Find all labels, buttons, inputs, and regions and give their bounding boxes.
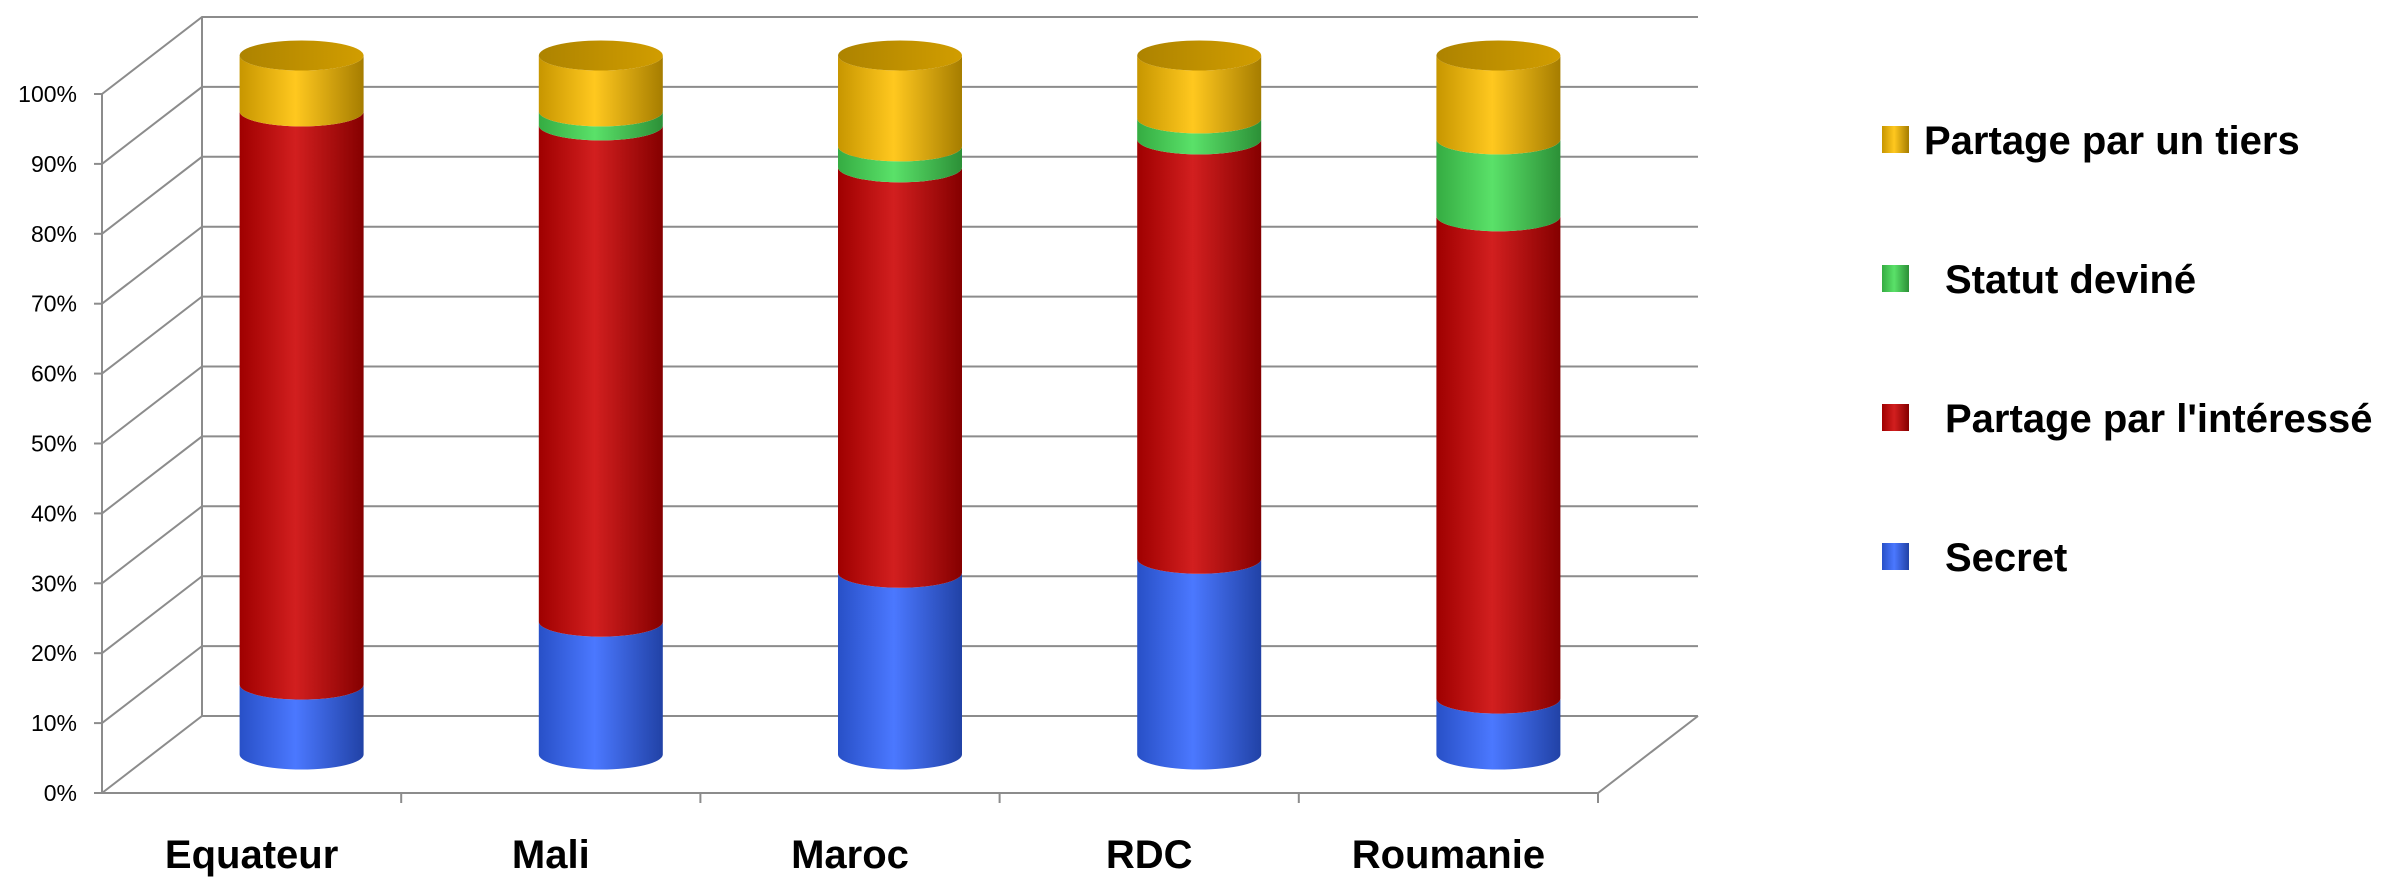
bar-top-cap-rdc bbox=[1137, 40, 1262, 71]
bar-segment-rdc-partage-par-l-interesse bbox=[1137, 139, 1262, 574]
legend-item-partage-par-un-tiers: Partage par un tiers bbox=[1882, 119, 2300, 163]
legend-label: Statut deviné bbox=[1945, 258, 2196, 302]
legend-swatch bbox=[1882, 543, 1909, 570]
legend-item-statut-devine: Statut deviné bbox=[1882, 258, 2196, 302]
bar-segment-rdc-statut-devine bbox=[1137, 118, 1262, 155]
bar-maroc bbox=[838, 40, 962, 770]
bar-segment-roumanie-partage-par-un-tiers bbox=[1436, 55, 1561, 155]
category-label-roumanie: Roumanie bbox=[1352, 833, 1545, 877]
bar-segment-roumanie-partage-par-l-interesse bbox=[1436, 216, 1561, 714]
bar-segment-maroc-statut-devine bbox=[838, 146, 962, 183]
x-axis-category-labels: Equateur Mali Maroc RDC Roumanie bbox=[165, 833, 1545, 877]
bar-segment-rdc-partage-par-un-tiers bbox=[1137, 55, 1262, 134]
bars bbox=[239, 40, 1561, 770]
y-tick-label: 0% bbox=[44, 780, 77, 806]
legend-label: Secret bbox=[1945, 536, 2067, 580]
legend-label: Partage par l'intéressé bbox=[1945, 397, 2373, 441]
bar-segment-mali-statut-devine bbox=[538, 111, 663, 141]
legend-item-secret: Secret bbox=[1882, 536, 2067, 580]
y-tick-label: 70% bbox=[31, 291, 77, 317]
y-tick-label: 100% bbox=[18, 81, 77, 107]
bar-segment-equateur-partage-par-un-tiers bbox=[239, 55, 364, 127]
bar-segment-equateur-secret bbox=[239, 684, 364, 770]
category-label-mali: Mali bbox=[512, 833, 590, 877]
bar-segment-rdc-secret bbox=[1137, 558, 1262, 770]
bar-segment-maroc-secret bbox=[838, 572, 962, 770]
bar-segment-mali-partage-par-un-tiers bbox=[538, 55, 663, 127]
bar-segment-maroc-partage-par-un-tiers bbox=[838, 55, 962, 162]
y-tick-label: 20% bbox=[31, 640, 77, 666]
y-tick-label: 60% bbox=[31, 361, 77, 387]
bar-segment-mali-secret bbox=[538, 621, 663, 770]
y-tick-label: 90% bbox=[31, 151, 77, 177]
bar-top-cap-equateur bbox=[239, 40, 364, 71]
legend-swatch bbox=[1882, 126, 1909, 153]
bar-segment-mali-partage-par-l-interesse bbox=[538, 125, 663, 637]
legend-swatch bbox=[1882, 265, 1909, 292]
legend-label: Partage par un tiers bbox=[1924, 119, 2300, 163]
bar-mali bbox=[538, 40, 663, 770]
bar-top-cap-maroc bbox=[838, 40, 962, 71]
y-tick-label: 30% bbox=[31, 570, 77, 596]
bar-rdc bbox=[1137, 40, 1262, 770]
bar-segment-roumanie-statut-devine bbox=[1436, 139, 1561, 232]
y-tick-label: 10% bbox=[31, 710, 77, 736]
category-label-maroc: Maroc bbox=[791, 833, 909, 877]
bar-top-cap-mali bbox=[538, 40, 663, 71]
legend: Partage par un tiers Statut deviné Partage… bbox=[1882, 119, 2373, 580]
bar-segment-roumanie-secret bbox=[1436, 698, 1561, 770]
bar-equateur bbox=[239, 40, 364, 770]
y-tick-label: 80% bbox=[31, 221, 77, 247]
bar-segment-maroc-partage-par-l-interesse bbox=[838, 167, 962, 588]
y-axis-tick-labels: 0% 10% 20% 30% 40% 50% 60% 70% 80% 90% 100% bbox=[18, 81, 77, 806]
legend-swatch bbox=[1882, 404, 1909, 431]
bar-top-cap-roumanie bbox=[1436, 40, 1561, 71]
y-tick-label: 40% bbox=[31, 500, 77, 526]
y-tick-label: 50% bbox=[31, 431, 77, 457]
category-label-rdc: RDC bbox=[1106, 833, 1193, 877]
category-label-equateur: Equateur bbox=[165, 833, 338, 877]
bar-segment-equateur-partage-par-l-interesse bbox=[239, 111, 364, 700]
bar-roumanie bbox=[1436, 40, 1561, 770]
legend-item-partage-par-l-interesse: Partage par l'intéressé bbox=[1882, 397, 2373, 441]
